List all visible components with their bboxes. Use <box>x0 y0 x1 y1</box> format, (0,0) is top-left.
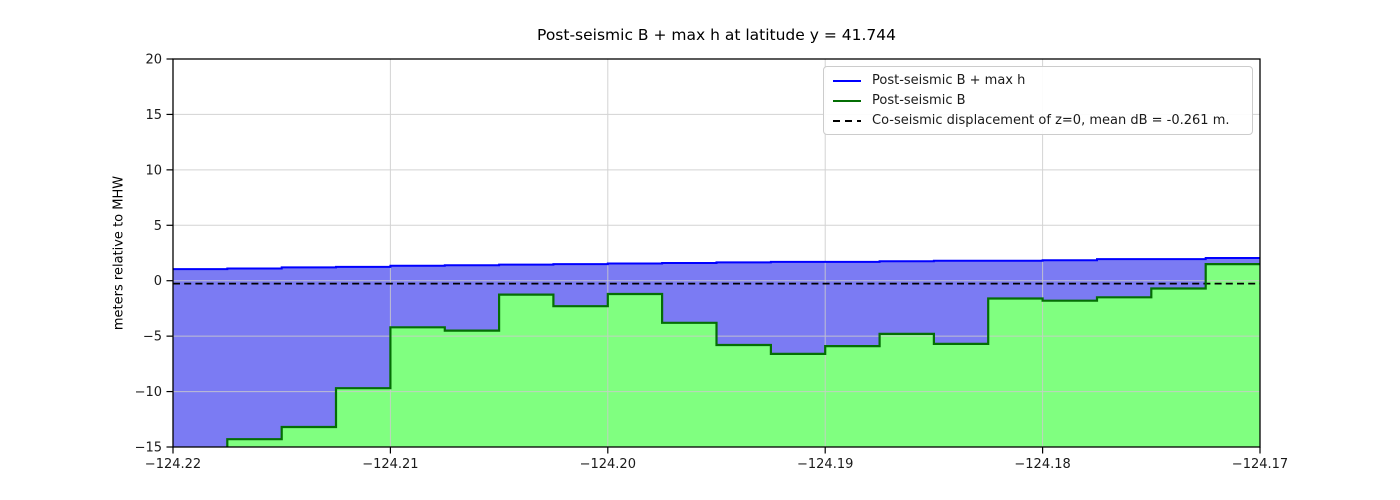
y-tick-label: 15 <box>145 108 162 123</box>
x-tick-label: −124.22 <box>145 457 201 472</box>
y-tick-label: 0 <box>154 274 162 289</box>
post-seismic-b-area <box>227 264 1260 447</box>
axes-frame <box>172 58 1261 448</box>
post-seismic-b-line <box>226 263 1260 447</box>
post-seismic-b-max-h-line <box>173 257 1260 271</box>
y-tick-label: −10 <box>135 385 162 400</box>
green-line-sample-icon <box>833 99 861 102</box>
dashed-line-sample-icon <box>833 119 861 122</box>
x-tick-label: −124.19 <box>797 457 853 472</box>
legend-item-co-seismic-displacement: Co-seismic displacement of z=0, mean dB … <box>833 112 1244 129</box>
legend-item-post-seismic-b: Post-seismic B <box>833 92 1244 109</box>
legend-label: Post-seismic B + max h <box>872 73 1026 88</box>
legend-label: Post-seismic B <box>872 93 966 108</box>
blue-line-sample-icon <box>833 79 861 82</box>
legend-item-post-seismic-b-max-h: Post-seismic B + max h <box>833 72 1244 89</box>
x-tick-label: −124.17 <box>1232 457 1288 472</box>
y-tick-label: −15 <box>135 441 162 456</box>
y-tick-label: 5 <box>154 219 162 234</box>
y-tick-label: −5 <box>143 330 162 345</box>
x-tick-label: −124.18 <box>1014 457 1070 472</box>
legend-label: Co-seismic displacement of z=0, mean dB … <box>872 113 1230 128</box>
y-tick-label: 10 <box>145 163 162 178</box>
y-tick-label: 20 <box>145 53 162 68</box>
x-tick-label: −124.20 <box>580 457 636 472</box>
legend: Post-seismic B + max h Post-seismic B Co… <box>823 66 1253 135</box>
x-tick-label: −124.21 <box>362 457 418 472</box>
chart-title: Post-seismic B + max h at latitude y = 4… <box>537 26 896 44</box>
